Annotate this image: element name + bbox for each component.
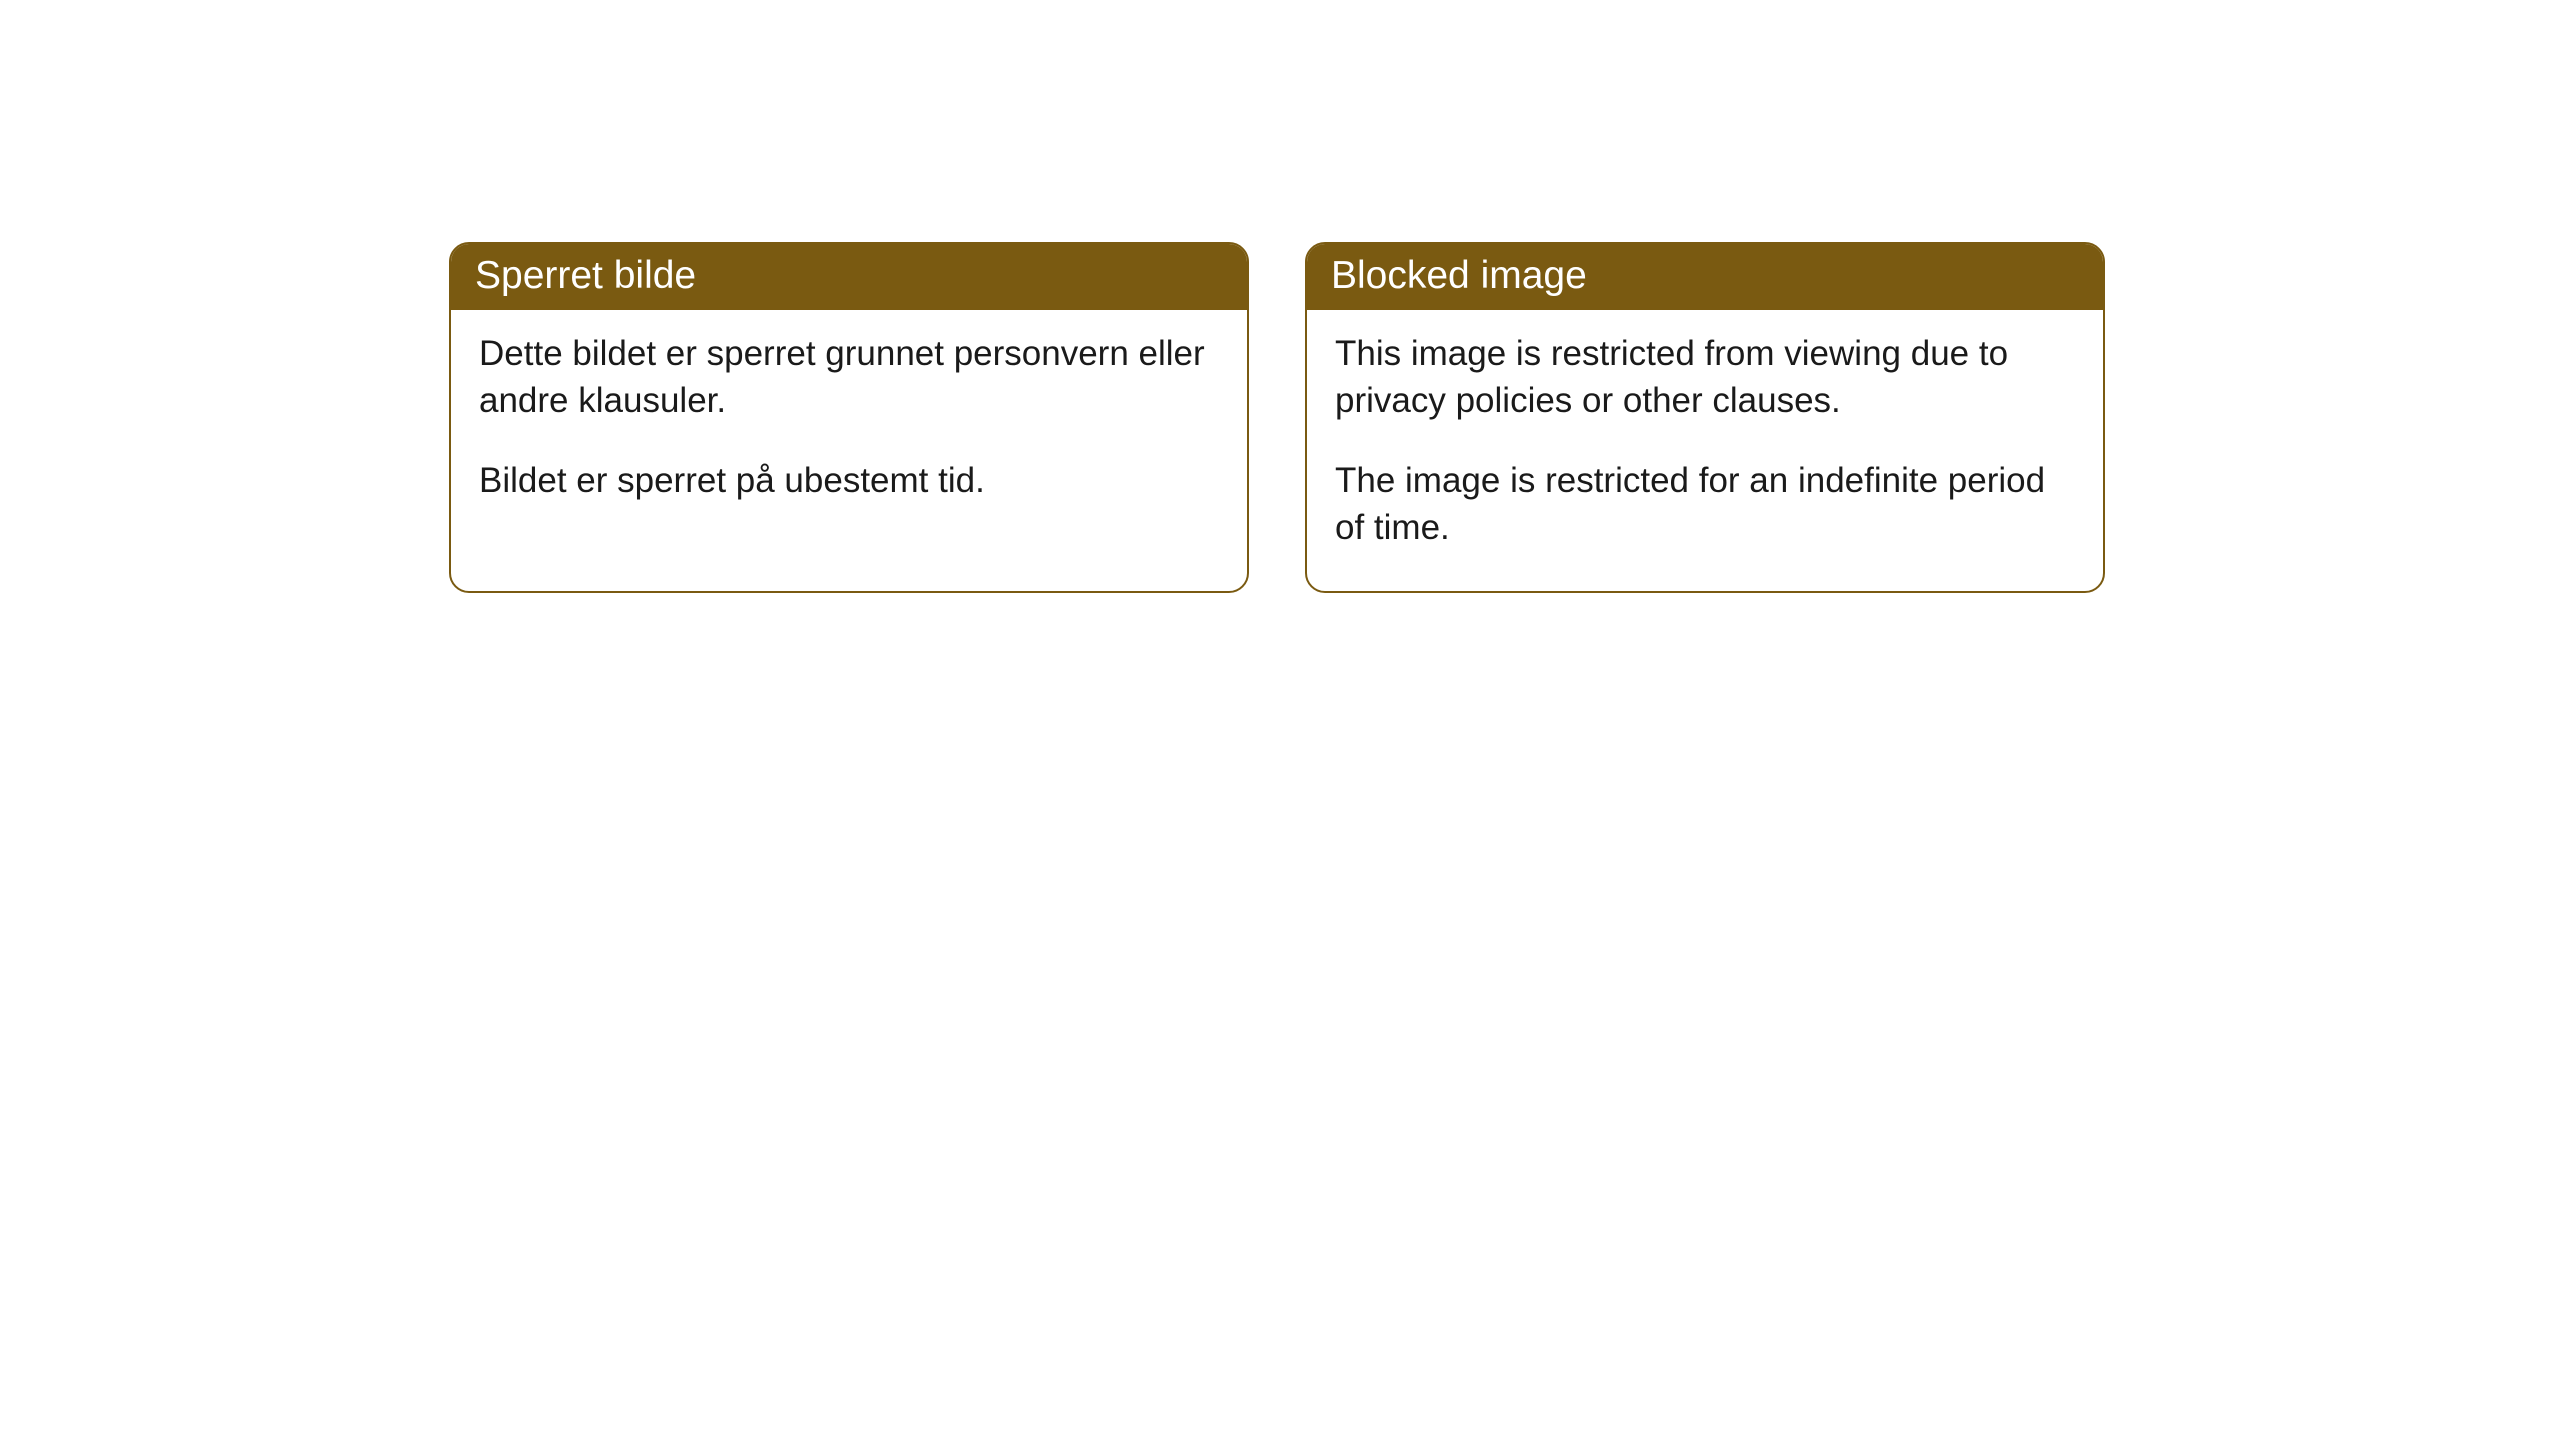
card-header: Sperret bilde bbox=[451, 244, 1247, 310]
card-paragraph: The image is restricted for an indefinit… bbox=[1335, 457, 2075, 552]
card-body: This image is restricted from viewing du… bbox=[1307, 310, 2103, 591]
card-paragraph: This image is restricted from viewing du… bbox=[1335, 330, 2075, 425]
card-title: Blocked image bbox=[1331, 254, 1587, 297]
card-paragraph: Dette bildet er sperret grunnet personve… bbox=[479, 330, 1219, 425]
card-body: Dette bildet er sperret grunnet personve… bbox=[451, 310, 1247, 544]
notice-card-norwegian: Sperret bilde Dette bildet er sperret gr… bbox=[449, 242, 1249, 593]
notice-card-english: Blocked image This image is restricted f… bbox=[1305, 242, 2105, 593]
card-paragraph: Bildet er sperret på ubestemt tid. bbox=[479, 457, 1219, 504]
notice-cards-container: Sperret bilde Dette bildet er sperret gr… bbox=[449, 242, 2105, 593]
card-header: Blocked image bbox=[1307, 244, 2103, 310]
card-title: Sperret bilde bbox=[475, 254, 696, 297]
